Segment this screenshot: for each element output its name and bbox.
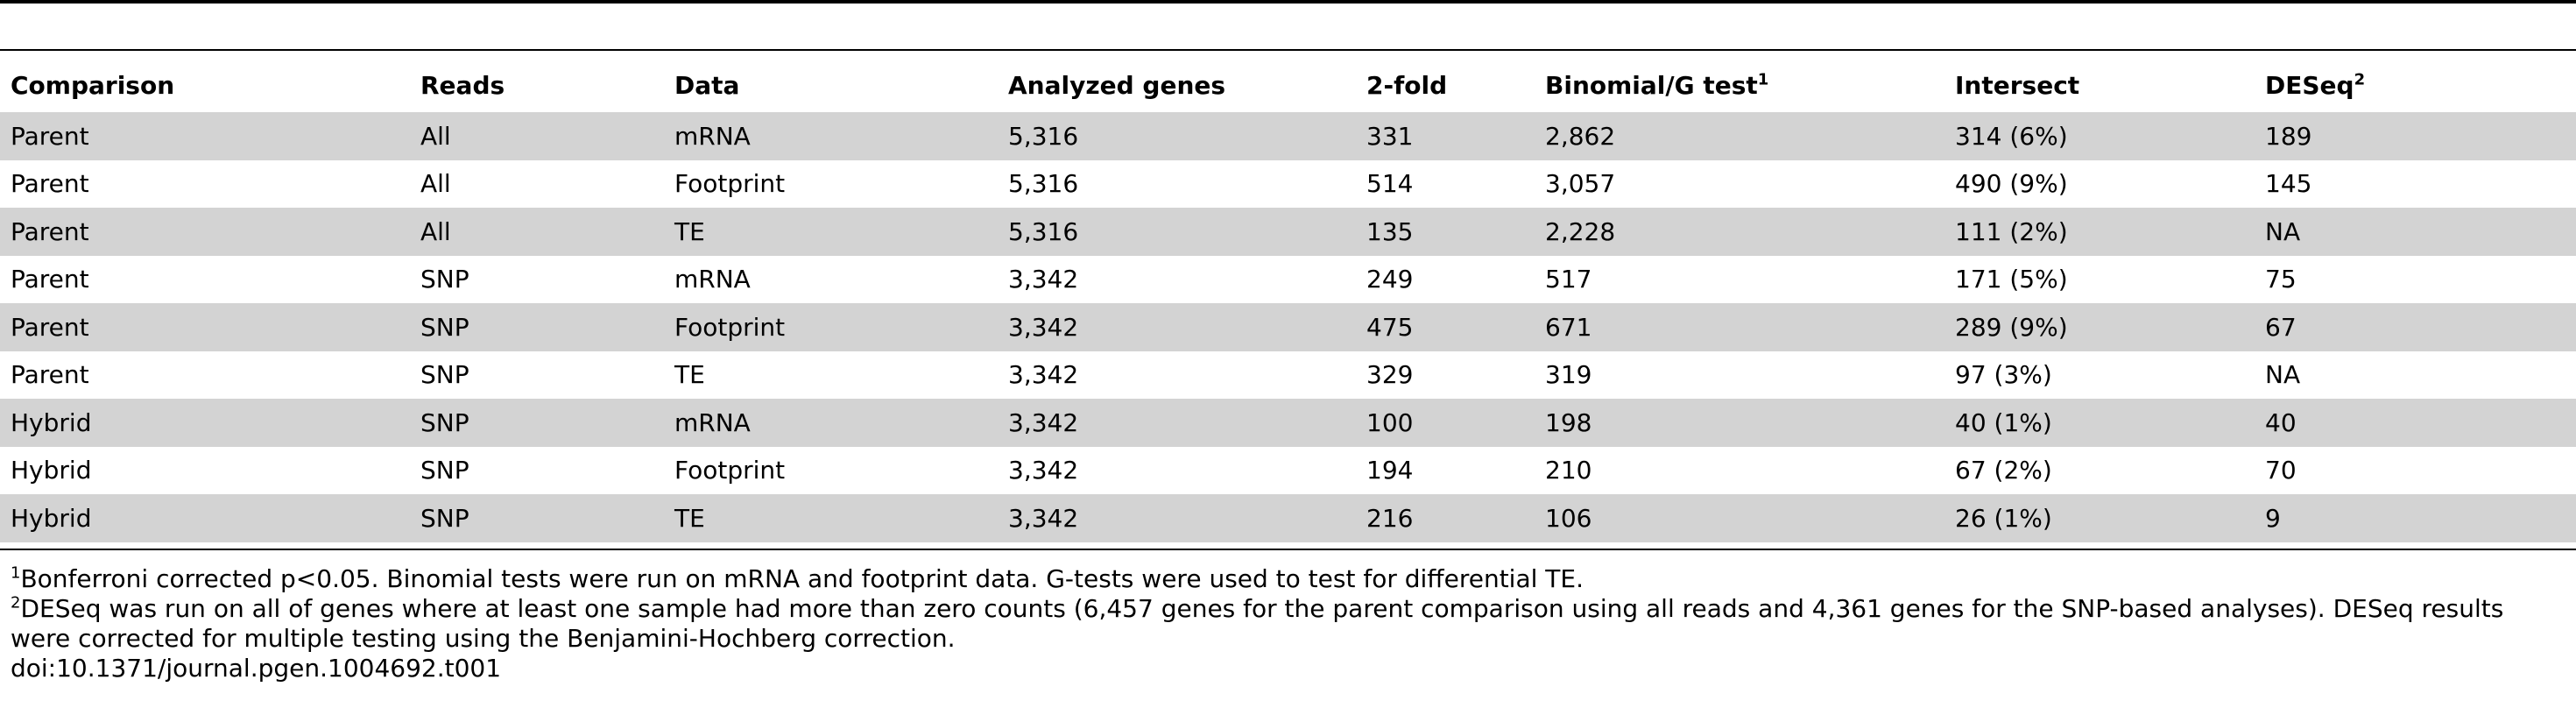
table-cell: 26 (1%) <box>1944 494 2255 542</box>
table-cell: TE <box>674 360 705 390</box>
table-cell: Hybrid <box>0 494 410 542</box>
table-row: Hybrid SNP TE 3,342 216 106 26 (1%) 9 <box>0 494 2576 542</box>
table-cell: 210 <box>1545 456 1592 485</box>
doi-line: doi:10.1371/journal.pgen.1004692.t001 <box>11 654 502 683</box>
table-cell: Parent <box>0 303 410 351</box>
table-cell: 2,228 <box>1535 208 1944 256</box>
table-cell: Parent <box>0 112 410 160</box>
table-cell: 3,057 <box>1545 169 1616 199</box>
table-cell: 329 <box>1366 360 1414 390</box>
table-cell: 40 (1%) <box>1944 399 2255 447</box>
table-footnotes: 1Bonferroni corrected p<0.05. Binomial t… <box>11 564 2568 683</box>
table-cell: 2,862 <box>1535 112 1944 160</box>
table-cell: All <box>420 169 451 199</box>
table-cell: SNP <box>420 265 469 294</box>
table-cell: 189 <box>2255 112 2576 160</box>
table-cell: 514 <box>1366 169 1414 199</box>
table-cell: Footprint <box>674 169 786 199</box>
table-cell: 145 <box>2265 169 2312 199</box>
table-cell: Footprint <box>664 303 998 351</box>
table-row: Parent SNP TE 3,342 329 319 97 (3%) NA <box>0 351 2576 400</box>
table-cell: 3,342 <box>1008 456 1079 485</box>
col-header-analyzed-genes: Analyzed genes <box>1008 70 1226 100</box>
table-cell: 171 (5%) <box>1955 265 2068 294</box>
table-cell: Footprint <box>674 456 786 485</box>
table-cell: Hybrid <box>11 456 92 485</box>
table-cell: 198 <box>1535 399 1944 447</box>
table-cell: SNP <box>410 399 664 447</box>
table-cell: 9 <box>2255 494 2576 542</box>
table-top-rule <box>0 0 2576 4</box>
table-cell: 3,342 <box>1008 360 1079 390</box>
table-cell: TE <box>664 494 998 542</box>
table-cell: SNP <box>420 360 469 390</box>
table-cell: Parent <box>11 360 89 390</box>
table-cell: 111 (2%) <box>1944 208 2255 256</box>
table-bottom-rule <box>0 549 2576 550</box>
table-row: Parent All mRNA 5,316 331 2,862 314 (6%) 189 <box>0 112 2576 160</box>
table-cell: 314 (6%) <box>1944 112 2255 160</box>
footnote-2: 2DESeq was run on all of genes where at … <box>11 593 2504 653</box>
table-cell: 67 <box>2255 303 2576 351</box>
table-cell: 100 <box>1356 399 1535 447</box>
table-cell: SNP <box>420 456 469 485</box>
table-cell: 75 <box>2265 265 2297 294</box>
table-cell: 216 <box>1356 494 1535 542</box>
table-cell: 319 <box>1545 360 1592 390</box>
table-cell: 3,342 <box>1008 265 1079 294</box>
table-cell: 40 <box>2255 399 2576 447</box>
table-cell: 5,316 <box>1008 169 1079 199</box>
table-cell: 249 <box>1366 265 1414 294</box>
table-cell: Hybrid <box>0 399 410 447</box>
table-cell: 70 <box>2265 456 2297 485</box>
table-cell: 67 (2%) <box>1955 456 2052 485</box>
table-cell: SNP <box>410 303 664 351</box>
header-top-rule <box>0 49 2576 51</box>
col-header-deseq: DESeq2 <box>2265 70 2366 100</box>
table-cell: All <box>410 208 664 256</box>
table-cell: 331 <box>1356 112 1535 160</box>
table-cell: 135 <box>1356 208 1535 256</box>
table-cell: Parent <box>0 208 410 256</box>
table-cell: 97 (3%) <box>1955 360 2052 390</box>
col-header-comparison: Comparison <box>11 70 175 100</box>
table-cell: mRNA <box>664 112 998 160</box>
table-row: Hybrid SNP Footprint 3,342 194 210 67 (2%) 70 <box>0 447 2576 495</box>
table-cell: 3,342 <box>998 494 1356 542</box>
table-row: Hybrid SNP mRNA 3,342 100 198 40 (1%) 40 <box>0 399 2576 447</box>
table-cell: Parent <box>11 265 89 294</box>
results-table: Comparison Reads Data Analyzed genes 2-f… <box>0 58 2576 542</box>
col-header-intersect: Intersect <box>1955 70 2080 100</box>
table-cell: 475 <box>1356 303 1535 351</box>
table-cell: 671 <box>1535 303 1944 351</box>
header-row: Comparison Reads Data Analyzed genes 2-f… <box>0 58 2576 112</box>
table-cell: TE <box>664 208 998 256</box>
table-cell: NA <box>2265 360 2301 390</box>
footnote-1: 1Bonferroni corrected p<0.05. Binomial t… <box>11 563 1584 593</box>
table-cell: 289 (9%) <box>1944 303 2255 351</box>
table-cell: 490 (9%) <box>1955 169 2068 199</box>
table-cell: 3,342 <box>998 303 1356 351</box>
table-row: Parent All Footprint 5,316 514 3,057 490 (9%) 1… <box>0 160 2576 209</box>
table-row: Parent All TE 5,316 135 2,228 111 (2%) NA <box>0 208 2576 256</box>
table-cell: Parent <box>11 169 89 199</box>
table-row: Parent SNP mRNA 3,342 249 517 171 (5%) 75 <box>0 256 2576 304</box>
col-header-reads: Reads <box>420 70 505 100</box>
col-header-binomial-g-test: Binomial/G test1 <box>1545 70 1769 100</box>
table-cell: NA <box>2255 208 2576 256</box>
table-cell: 5,316 <box>998 208 1356 256</box>
table-cell: All <box>410 112 664 160</box>
table-cell: mRNA <box>674 265 751 294</box>
table-cell: 5,316 <box>998 112 1356 160</box>
table-row: Parent SNP Footprint 3,342 475 671 289 (9%) 67 <box>0 303 2576 351</box>
table-cell: 194 <box>1366 456 1414 485</box>
table-cell: 3,342 <box>998 399 1356 447</box>
col-header-data: Data <box>674 70 740 100</box>
table-cell: SNP <box>410 494 664 542</box>
table-cell: mRNA <box>664 399 998 447</box>
table-cell: 106 <box>1535 494 1944 542</box>
col-header-2-fold: 2-fold <box>1366 70 1448 100</box>
table-cell: 517 <box>1545 265 1592 294</box>
